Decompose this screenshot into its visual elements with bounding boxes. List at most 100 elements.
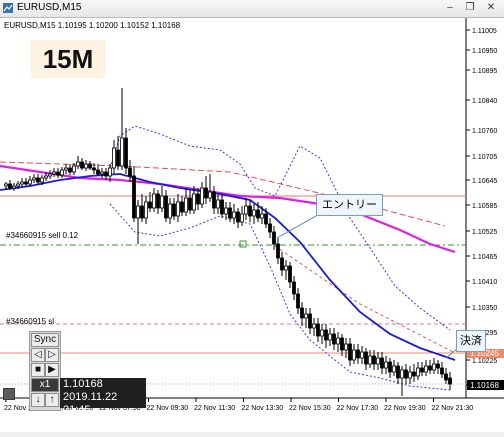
candle-body (20, 181, 24, 185)
candle-body (408, 371, 412, 379)
candle-body (204, 187, 208, 199)
candle-body (212, 191, 216, 209)
candle-body (280, 257, 284, 271)
candle-body (16, 183, 20, 187)
sync-button[interactable]: Sync (31, 333, 59, 347)
candle-body (316, 323, 320, 337)
candle-body (296, 293, 300, 309)
candle-body (304, 313, 308, 319)
time-tick-label: 22 Nov 09:30 (147, 405, 189, 412)
candle-body (140, 205, 144, 219)
price-chart[interactable]: EURUSD,M15 1.10195 1.10200 1.10152 1.101… (0, 18, 504, 432)
candle-body (284, 265, 288, 271)
candle-body (324, 329, 328, 341)
candle-body (360, 351, 364, 359)
time-tick-label: 22 Nov 21:30 (432, 405, 474, 412)
entry-callout-pointer (276, 215, 317, 239)
candle-body (392, 365, 396, 373)
current-price-tag (467, 380, 504, 390)
candle-body (308, 313, 312, 329)
playback-panel: Sync ◁ ▷ ■ ▶ x1 ↓ ↑ (29, 331, 61, 411)
candle-body (412, 371, 416, 377)
candle-body (44, 175, 48, 179)
candle-body (440, 367, 444, 375)
candle-body (260, 213, 264, 219)
candle-body (448, 377, 452, 385)
candle-body (424, 365, 428, 373)
candle-body (148, 201, 152, 209)
time-tick-label: 22 Nov 19:30 (384, 405, 426, 412)
candle-body (68, 167, 72, 173)
candle-body (236, 211, 240, 223)
candle-body (176, 201, 180, 217)
chart-canvas[interactable]: EURUSD,M15 1.10195 1.10200 1.10152 1.101… (0, 18, 504, 432)
close-button[interactable]: ✕ (486, 2, 496, 13)
bollinger-upper (109, 125, 451, 331)
candle-body (352, 349, 356, 361)
candle-body (232, 211, 236, 219)
candle-body (436, 363, 440, 369)
price-tick-label: 1.10895 (472, 68, 497, 75)
chart-header: EURUSD,M15 1.10195 1.10200 1.10152 1.101… (4, 21, 181, 30)
info-price: 1.10168 (63, 378, 103, 390)
candle-body (188, 197, 192, 211)
candle-body (84, 163, 88, 169)
play-button[interactable]: ▶ (45, 363, 59, 377)
indicator-lines (0, 125, 466, 391)
candle-body (8, 183, 12, 189)
candle-body (368, 355, 372, 365)
candle-body (156, 193, 160, 209)
speed-button[interactable]: x1 (31, 378, 59, 392)
scroll-handle[interactable] (3, 388, 15, 400)
time-tick-label: 22 Nov 05:30 (52, 405, 94, 412)
current-price-label: 1.10168 (470, 381, 499, 390)
candle-body (4, 183, 8, 187)
candle-body (40, 177, 44, 183)
candle-body (248, 205, 252, 217)
candle-body (52, 171, 56, 175)
candle-body (180, 201, 184, 213)
candle-body (340, 337, 344, 351)
candle-body (196, 193, 200, 205)
candle-body (356, 349, 360, 359)
candle-body (320, 329, 324, 337)
candle-body (220, 199, 224, 215)
candle-body (48, 173, 52, 177)
bollinger-lower (109, 203, 451, 391)
candle-body (112, 147, 116, 169)
candle-body (136, 205, 140, 219)
candle-body (268, 223, 272, 233)
candle-body (256, 209, 260, 219)
order-sell-label: #34660915 sell 0.12 (6, 231, 79, 240)
candle-body (64, 167, 68, 171)
candle-body (60, 169, 64, 176)
candle-body (96, 169, 100, 175)
candle-body (208, 191, 212, 199)
price-tick-label: 1.10585 (472, 203, 497, 210)
step-right-button[interactable]: ▷ (45, 348, 59, 362)
candle-body (420, 367, 424, 373)
candle-body (292, 281, 296, 295)
up-button[interactable]: ↑ (45, 393, 59, 407)
price-tick-label: 1.10840 (472, 98, 497, 105)
candle-body (432, 363, 436, 371)
candle-body (400, 369, 404, 379)
down-button[interactable]: ↓ (31, 393, 45, 407)
stop-button[interactable]: ■ (31, 363, 45, 377)
candle-body (252, 209, 256, 217)
step-left-button[interactable]: ◁ (31, 348, 45, 362)
period-badge: 15M (30, 40, 106, 78)
time-tick-label: 22 Nov 17:30 (337, 405, 379, 412)
minimize-button[interactable]: – (447, 2, 453, 13)
price-tick-label: 1.10705 (472, 154, 497, 161)
candle-body (28, 179, 32, 185)
candle-body (132, 175, 136, 219)
candle-body (376, 357, 380, 365)
candle-body (72, 165, 76, 173)
candle-body (124, 137, 128, 169)
candle-body (108, 167, 112, 177)
restore-button[interactable]: ❐ (465, 2, 475, 13)
candle-body (12, 185, 16, 189)
price-tick-label: 1.10465 (472, 254, 497, 261)
exit-callout: 決済 (456, 330, 486, 352)
